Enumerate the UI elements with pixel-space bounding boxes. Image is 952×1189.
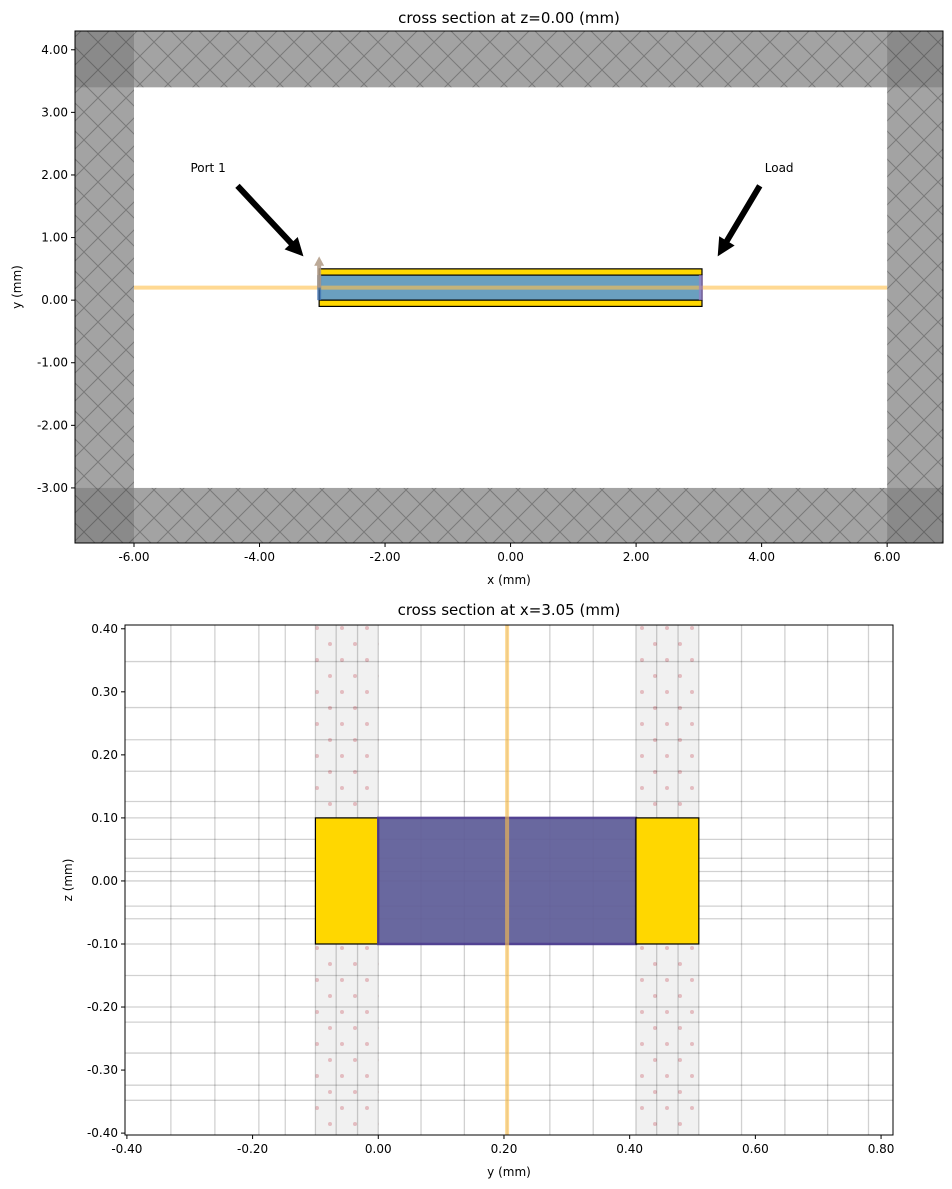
x-tick-label: -2.00 bbox=[370, 550, 401, 564]
x-tick-label: 6.00 bbox=[874, 550, 901, 564]
structure-bottom-conductor bbox=[318, 299, 703, 308]
pml-left bbox=[75, 31, 134, 543]
pml-corner bbox=[75, 31, 134, 88]
y-tick-label: -0.40 bbox=[87, 1126, 118, 1140]
y-tick-label: -2.00 bbox=[37, 418, 68, 432]
x-tick-label: 0.40 bbox=[616, 1142, 643, 1156]
x-tick-label: -0.20 bbox=[237, 1142, 268, 1156]
x-tick-label: 0.00 bbox=[497, 550, 524, 564]
y-tick-label: 0.30 bbox=[91, 685, 118, 699]
annotation-arrow-icon bbox=[717, 184, 763, 257]
plot2-xlabel: y (mm) bbox=[487, 1165, 531, 1179]
x-tick-label: 0.60 bbox=[742, 1142, 769, 1156]
structure-right-conductor bbox=[635, 817, 700, 945]
x-tick-label: 0.20 bbox=[491, 1142, 518, 1156]
y-tick-label: 0.00 bbox=[41, 293, 68, 307]
y-tick-label: -0.10 bbox=[87, 937, 118, 951]
y-tick-label: 2.00 bbox=[41, 168, 68, 182]
structure-left-conductor bbox=[314, 817, 379, 945]
y-tick-label: -0.30 bbox=[87, 1063, 118, 1077]
y-tick-label: -3.00 bbox=[37, 481, 68, 495]
axes-frame bbox=[74, 30, 944, 544]
port-arrow-icon bbox=[314, 256, 325, 288]
x-tick-label: -0.40 bbox=[111, 1142, 142, 1156]
x-tick-label: 2.00 bbox=[623, 550, 650, 564]
plot2-title: cross section at x=3.05 (mm) bbox=[398, 601, 621, 619]
pml-corner bbox=[887, 487, 943, 543]
x-tick-label: 0.80 bbox=[868, 1142, 895, 1156]
annotation-label: Port 1 bbox=[190, 161, 225, 175]
y-tick-label: -0.20 bbox=[87, 1000, 118, 1014]
load-marker bbox=[698, 275, 703, 301]
y-tick-label: 3.00 bbox=[41, 105, 68, 119]
y-tick-label: 0.40 bbox=[91, 622, 118, 636]
pml-bottom bbox=[75, 487, 943, 543]
plot1-xlabel: x (mm) bbox=[487, 573, 531, 587]
plot1-ylabel: y (mm) bbox=[10, 265, 24, 309]
y-tick-label: 0.00 bbox=[91, 874, 118, 888]
x-tick-label: 0.00 bbox=[365, 1142, 392, 1156]
y-tick-label: 4.00 bbox=[41, 43, 68, 57]
structure-top-conductor bbox=[318, 268, 703, 276]
axes-frame bbox=[124, 624, 894, 1136]
annotation-arrow-icon bbox=[235, 183, 304, 257]
y-tick-label: 0.10 bbox=[91, 811, 118, 825]
x-tick-label: -6.00 bbox=[118, 550, 149, 564]
annotation-label: Load bbox=[765, 161, 794, 175]
y-tick-label: -1.00 bbox=[37, 356, 68, 370]
pml-corner bbox=[75, 487, 134, 543]
pml-corner bbox=[887, 31, 943, 88]
x-tick-label: -4.00 bbox=[244, 550, 275, 564]
x-tick-label: 4.00 bbox=[748, 550, 775, 564]
pml-right bbox=[887, 31, 943, 543]
pml-top bbox=[75, 31, 943, 88]
y-tick-label: 1.00 bbox=[41, 231, 68, 245]
plot1-title: cross section at z=0.00 (mm) bbox=[398, 9, 620, 27]
plot2-ylabel: z (mm) bbox=[61, 859, 75, 902]
y-tick-label: 0.20 bbox=[91, 748, 118, 762]
